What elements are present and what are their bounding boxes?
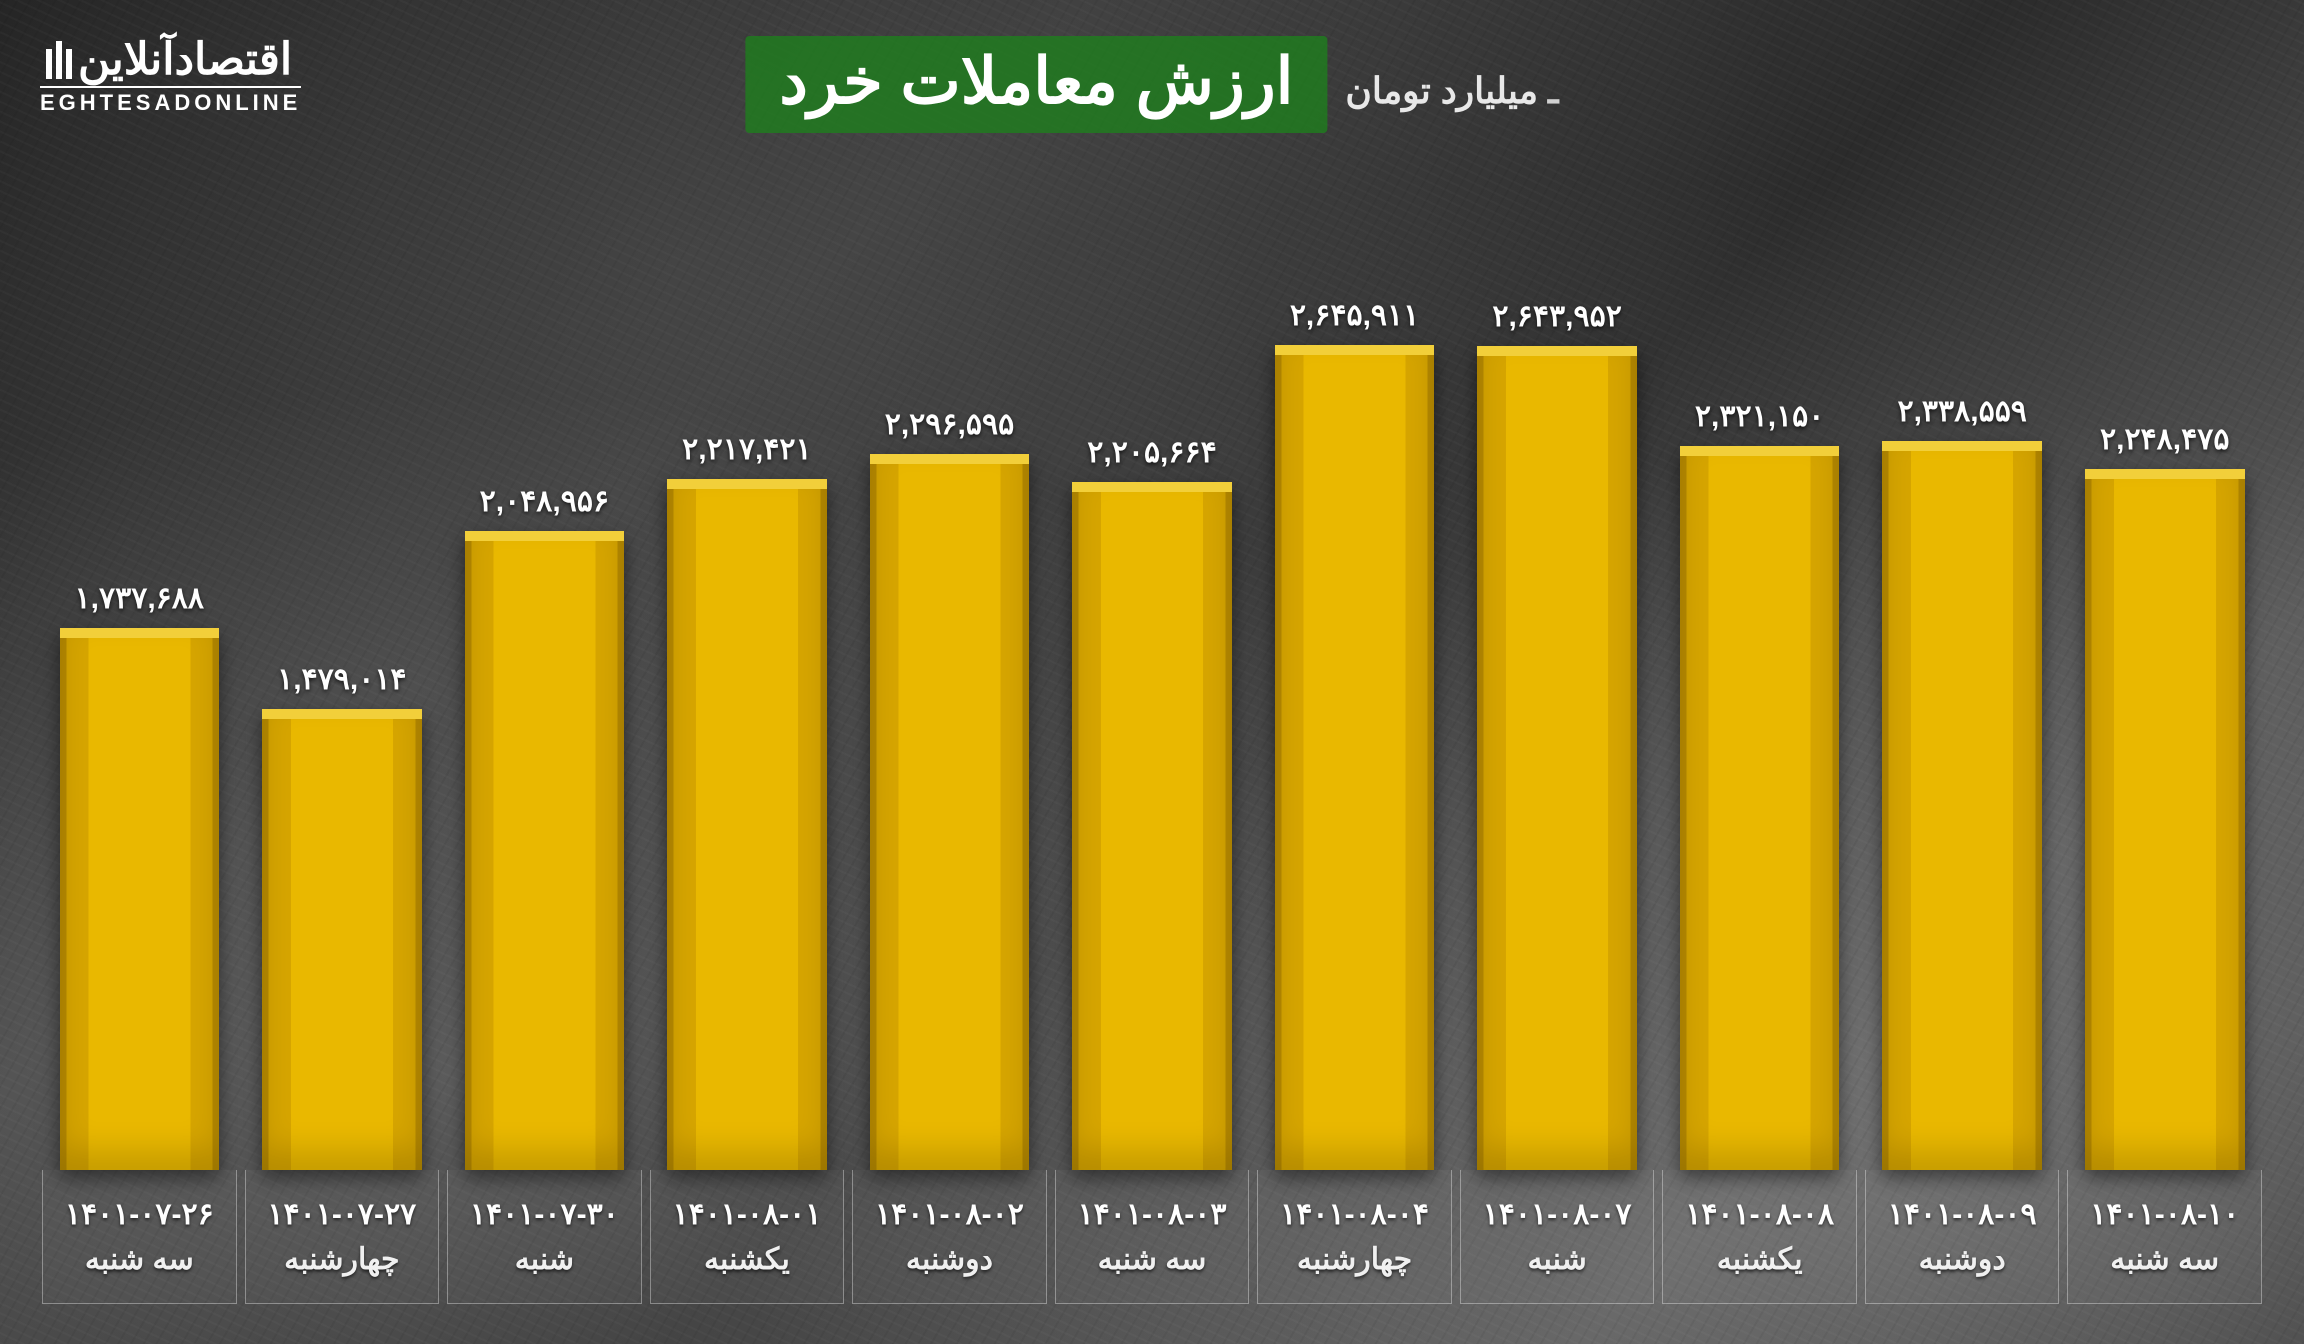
axis-date: ۱۴۰۱-۰۷-۲۷ [267,1197,416,1232]
bar [60,628,220,1170]
axis-cell: ۱۴۰۱-۰۸-۰۴ چهارشنبه [1257,1170,1452,1304]
chart-column: ۲,۲۱۷,۴۲۱ ۱۴۰۱-۰۸-۰۱ یکشنبه [650,180,845,1304]
axis-date: ۱۴۰۱-۰۷-۲۶ [65,1197,214,1232]
axis-day: یکشنبه [1717,1242,1803,1277]
axis-day: سه شنبه [1098,1242,1207,1277]
bar [1477,346,1637,1170]
bar-value-label: ۲,۳۳۸,۵۵۹ [1897,394,2026,429]
bar [1882,441,2042,1170]
chart-column: ۱,۷۳۷,۶۸۸ ۱۴۰۱-۰۷-۲۶ سه شنبه [42,180,237,1304]
axis-cell: ۱۴۰۱-۰۷-۲۶ سه شنبه [42,1170,237,1304]
axis-date: ۱۴۰۱-۰۸-۰۸ [1685,1197,1834,1232]
axis-day: دوشنبه [906,1242,993,1277]
axis-cell: ۱۴۰۱-۰۸-۰۱ یکشنبه [650,1170,845,1304]
chart-column: ۲,۶۴۳,۹۵۲ ۱۴۰۱-۰۸-۰۷ شنبه [1460,180,1655,1304]
chart-column: ۲,۳۳۸,۵۵۹ ۱۴۰۱-۰۸-۰۹ دوشنبه [1865,180,2060,1304]
bar [1072,482,1232,1170]
brand-logo-fa: اقتصادآنلاین [40,38,292,82]
axis-day: دوشنبه [1919,1242,2006,1277]
axis-date: ۱۴۰۱-۰۸-۰۱ [672,1197,821,1232]
chart-column: ۲,۲۹۶,۵۹۵ ۱۴۰۱-۰۸-۰۲ دوشنبه [852,180,1047,1304]
axis-date: ۱۴۰۱-۰۸-۰۷ [1483,1197,1632,1232]
chart-column: ۲,۶۴۵,۹۱۱ ۱۴۰۱-۰۸-۰۴ چهارشنبه [1257,180,1452,1304]
chart-column: ۲,۲۴۸,۴۷۵ ۱۴۰۱-۰۸-۱۰ سه شنبه [2067,180,2262,1304]
chart-container: اقتصادآنلاین EGHTESADONLINE ارزش معاملات… [0,0,2304,1344]
bar [2085,469,2245,1170]
axis-cell: ۱۴۰۱-۰۷-۲۷ چهارشنبه [245,1170,440,1304]
axis-cell: ۱۴۰۱-۰۸-۰۸ یکشنبه [1662,1170,1857,1304]
chart-column: ۲,۲۰۵,۶۶۴ ۱۴۰۱-۰۸-۰۳ سه شنبه [1055,180,1250,1304]
bar-value-label: ۲,۳۲۱,۱۵۰ [1695,399,1824,434]
axis-date: ۱۴۰۱-۰۸-۰۴ [1280,1197,1429,1232]
axis-cell: ۱۴۰۱-۰۸-۱۰ سه شنبه [2067,1170,2262,1304]
chart-column: ۲,۰۴۸,۹۵۶ ۱۴۰۱-۰۷-۳۰ شنبه [447,180,642,1304]
bar-value-label: ۲,۶۴۵,۹۱۱ [1290,298,1419,333]
axis-day: سه شنبه [2110,1242,2219,1277]
chart-title: ارزش معاملات خرد میلیارد تومان [745,36,1558,133]
axis-date: ۱۴۰۱-۰۸-۰۲ [875,1197,1024,1232]
bar-value-label: ۲,۲۹۶,۵۹۵ [885,407,1014,442]
bar [262,709,422,1170]
bar-value-label: ۲,۶۴۳,۹۵۲ [1492,299,1621,334]
axis-date: ۱۴۰۱-۰۸-۰۹ [1888,1197,2037,1232]
chart-title-sub: میلیارد تومان [1345,70,1558,112]
axis-day: شنبه [1527,1242,1586,1277]
bar-value-label: ۲,۰۴۸,۹۵۶ [480,484,609,519]
chart-column: ۲,۳۲۱,۱۵۰ ۱۴۰۱-۰۸-۰۸ یکشنبه [1662,180,1857,1304]
axis-day: یکشنبه [704,1242,790,1277]
bar [1275,345,1435,1170]
axis-day: سه شنبه [85,1242,194,1277]
axis-day: چهارشنبه [1297,1242,1412,1277]
brand-bars-icon [46,41,72,79]
axis-date: ۱۴۰۱-۰۷-۳۰ [470,1197,619,1232]
bar [667,479,827,1170]
chart-column: ۱,۴۷۹,۰۱۴ ۱۴۰۱-۰۷-۲۷ چهارشنبه [245,180,440,1304]
chart-title-main: ارزش معاملات خرد [745,36,1327,133]
axis-cell: ۱۴۰۱-۰۸-۰۳ سه شنبه [1055,1170,1250,1304]
axis-day: چهارشنبه [284,1242,399,1277]
axis-cell: ۱۴۰۱-۰۸-۰۷ شنبه [1460,1170,1655,1304]
bar [870,454,1030,1170]
axis-cell: ۱۴۰۱-۰۸-۰۲ دوشنبه [852,1170,1047,1304]
axis-date: ۱۴۰۱-۰۸-۰۳ [1078,1197,1227,1232]
brand-fa-text: اقتصادآنلاین [78,38,292,82]
bar [465,531,625,1170]
bar-value-label: ۱,۷۳۷,۶۸۸ [75,581,204,616]
brand-logo: اقتصادآنلاین EGHTESADONLINE [40,38,301,114]
chart-plot-area: ۱,۷۳۷,۶۸۸ ۱۴۰۱-۰۷-۲۶ سه شنبه ۱,۴۷۹,۰۱۴ ۱۴۰۱-… [42,180,2262,1304]
axis-cell: ۱۴۰۱-۰۸-۰۹ دوشنبه [1865,1170,2060,1304]
bar-value-label: ۲,۲۰۵,۶۶۴ [1087,435,1216,470]
axis-date: ۱۴۰۱-۰۸-۱۰ [2090,1197,2239,1232]
bar [1680,446,1840,1170]
bar-value-label: ۲,۲۴۸,۴۷۵ [2100,422,2229,457]
brand-logo-en: EGHTESADONLINE [40,86,301,114]
axis-cell: ۱۴۰۱-۰۷-۳۰ شنبه [447,1170,642,1304]
bar-value-label: ۱,۴۷۹,۰۱۴ [277,662,406,697]
bar-value-label: ۲,۲۱۷,۴۲۱ [682,432,811,467]
axis-day: شنبه [515,1242,574,1277]
